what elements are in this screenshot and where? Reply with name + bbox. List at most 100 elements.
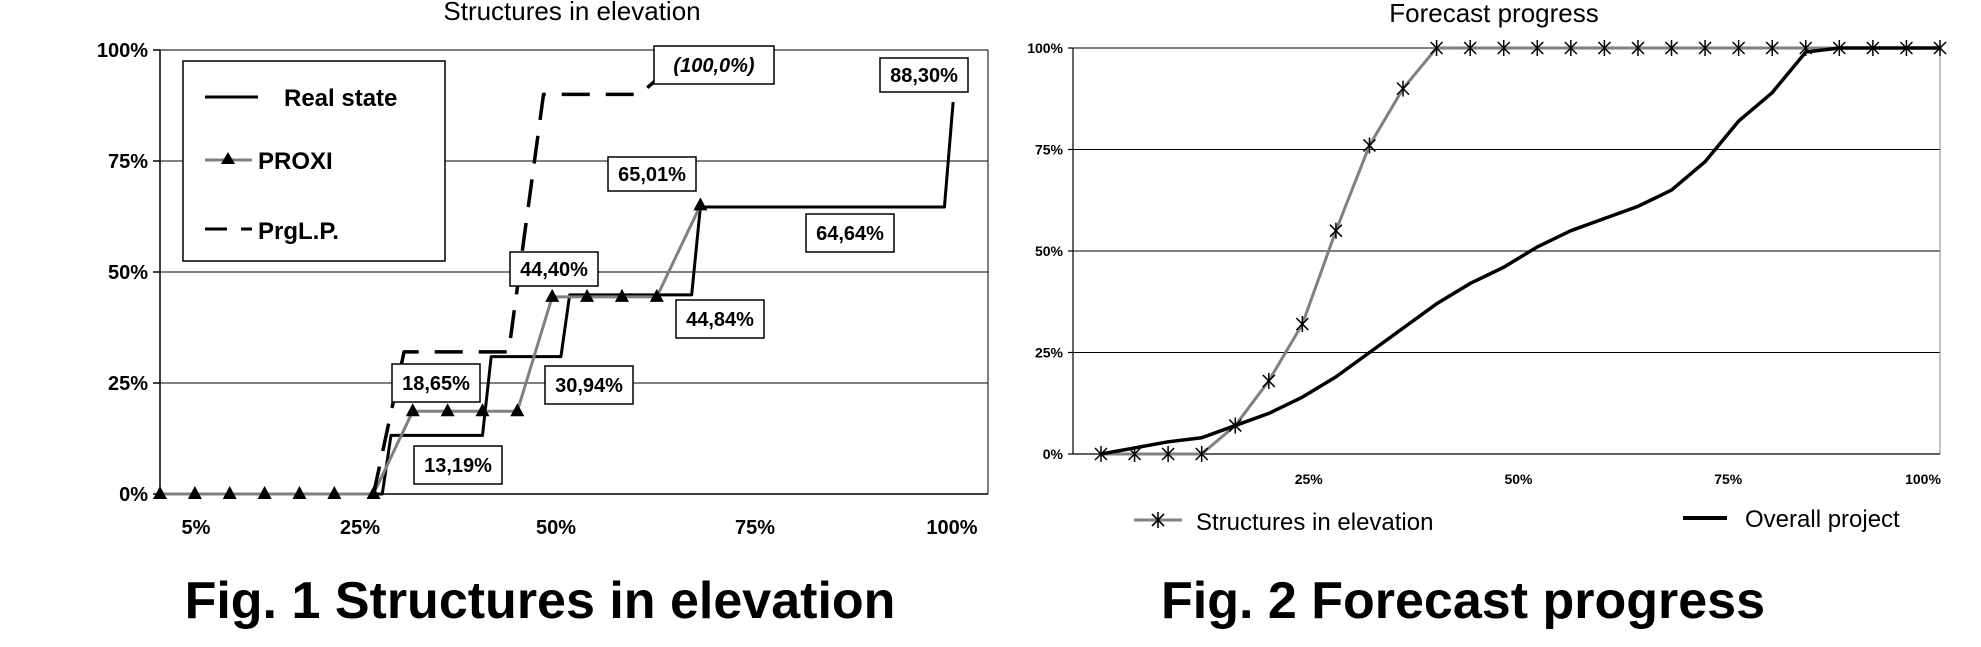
figure2-caption: Fig. 2 Forecast progress	[1161, 572, 1765, 630]
chart1-data-label-text: 44,40%	[520, 259, 588, 281]
chart1-data-label: 64,64%	[805, 213, 895, 253]
chart2-structures-point	[1463, 40, 1477, 56]
chart1-proxi-point	[222, 486, 237, 499]
chart1-data-label-box	[675, 299, 765, 339]
legend-proxi-marker	[221, 152, 235, 164]
chart1-data-label-box	[413, 445, 503, 485]
chart1-proxi-point	[327, 486, 342, 499]
chart1-proxi-point	[545, 288, 560, 302]
chart1-y-tick-label: 25%	[108, 373, 148, 395]
chart1-proxi-point	[292, 486, 307, 499]
chart2-structures-point	[1597, 40, 1611, 56]
chart2-y-tick-label: 50%	[1035, 243, 1064, 259]
chart2-structures-point	[1564, 40, 1578, 56]
chart1-data-label-box	[805, 213, 895, 253]
chart1-data-label: 13,19%	[413, 445, 503, 485]
legend-proxi-label: PROXI	[258, 148, 333, 175]
chart1-data-label-text: 13,19%	[424, 455, 492, 477]
chart1-x-tick-label: 25%	[340, 517, 380, 539]
chart1-proxi-point	[614, 288, 629, 302]
chart1-data-label: 65,01%	[607, 156, 697, 192]
chart1-proxi-point	[257, 486, 272, 499]
chart2-structures-point	[1530, 40, 1544, 56]
chart2-structures-point	[1732, 40, 1746, 56]
chart2-y-ticks: 0% 25% 50% 75% 100%	[1027, 40, 1063, 462]
chart1-x-tick-label: 50%	[536, 517, 576, 539]
chart1-proxi-point	[440, 403, 455, 417]
chart1-x-tick-label: 75%	[735, 517, 775, 539]
legend-real-state-label: Real state	[284, 85, 397, 112]
chart1-data-label-box	[607, 156, 697, 192]
legend-structures-label: Structures in elevation	[1196, 509, 1433, 536]
chart1-data-label-box	[544, 365, 634, 405]
chart1-title: Structures in elevation	[443, 0, 700, 26]
chart2-structures-point	[1329, 222, 1343, 239]
chart2-y-tick-label: 0%	[1043, 446, 1064, 462]
chart1-data-label-text: 88,30%	[890, 65, 958, 87]
chart2-series-line-1	[1100, 46, 1940, 456]
chart2-structures-point	[1497, 40, 1511, 56]
chart1-proxi-point	[580, 288, 595, 302]
chart2-structures-point	[1698, 40, 1712, 56]
chart2-x-ticks: 25% 50% 75% 100%	[1295, 471, 1942, 487]
chart1-data-label: (100,0%)	[653, 45, 775, 85]
chart1-proxi-point	[475, 403, 490, 417]
chart1-proxi-point	[649, 288, 664, 302]
chart2-y-tick-label: 100%	[1027, 40, 1063, 56]
chart1-series-line-2	[371, 48, 693, 495]
chart1-data-label: 30,94%	[544, 365, 634, 405]
chart1-data-label: 18,65%	[391, 363, 481, 403]
chart1-data-label-text: (100,0%)	[673, 55, 754, 77]
chart2-x-tick-label: 100%	[1905, 471, 1941, 487]
chart2-structures-point	[1631, 40, 1645, 56]
chart2-structures-point	[1765, 40, 1779, 56]
chart1-x-tick-label: 5%	[182, 517, 211, 539]
legend-overall-label: Overall project	[1745, 506, 1900, 533]
chart1-proxi-point	[405, 403, 420, 417]
chart1-legend: Real state PROXI PrgL.P.	[182, 60, 446, 262]
chart2-structures-point	[1430, 40, 1444, 56]
chart1-y-tick-label: 50%	[108, 262, 148, 284]
chart2-structures-point	[1664, 40, 1679, 56]
chart1-data-label-text: 30,94%	[555, 375, 623, 397]
chart1-proxi-point	[153, 486, 167, 499]
chart1-data-label-box	[391, 363, 481, 403]
chart2-series	[1094, 40, 1947, 462]
chart2-legend: Structures in elevation Overall project	[1134, 506, 1900, 536]
chart2-structures-point	[1262, 372, 1276, 389]
figure1-caption: Fig. 1 Structures in elevation	[185, 572, 896, 630]
chart2-title: Forecast progress	[1389, 0, 1599, 28]
chart1-proxi-point	[510, 403, 525, 417]
chart1-data-labels: 13,19% 18,65% 30,94% 44,40% 44,84% 64,64% 65,0…	[391, 45, 969, 485]
chart1-data-label: 44,40%	[509, 251, 599, 287]
chart2-structures-point	[1295, 316, 1309, 333]
legend-structures-marker	[1151, 512, 1165, 528]
chart1-y-tick-label: 0%	[119, 484, 148, 506]
chart1-data-label-text: 65,01%	[618, 164, 686, 186]
chart2-x-tick-label: 25%	[1295, 471, 1324, 487]
chart1-data-label-text: 44,84%	[686, 309, 754, 331]
chart2-x-tick-label: 50%	[1504, 471, 1533, 487]
chart1-y-tick-label: 100%	[97, 40, 148, 62]
chart2-x-tick-label: 75%	[1714, 471, 1743, 487]
chart1-data-label: 88,30%	[879, 57, 969, 93]
chart2-series-line-0	[1101, 46, 1940, 456]
chart2-structures-point	[1195, 446, 1209, 462]
chart1-series-line-1	[160, 204, 702, 496]
chart1-data-label-box	[879, 57, 969, 93]
chart2-y-tick-label: 75%	[1035, 142, 1064, 158]
chart2-structures-point	[1362, 137, 1377, 154]
chart1-data-label-box	[653, 45, 775, 85]
chart2-structures-point	[1396, 80, 1410, 97]
chart1-data-label-text: 64,64%	[816, 223, 884, 245]
chart1-proxi-point	[187, 486, 202, 499]
legend-prglp-label: PrgL.P.	[258, 218, 339, 245]
chart1-y-ticks: 0% 25% 50% 75% 100%	[97, 40, 148, 506]
chart1-x-tick-label: 100%	[926, 517, 977, 539]
chart1-series	[153, 48, 955, 499]
chart1-data-label-text: 18,65%	[402, 373, 470, 395]
chart2-structures-point	[1161, 446, 1175, 462]
chart1-data-label-box	[509, 251, 599, 287]
chart2-y-tick-label: 25%	[1035, 345, 1064, 361]
